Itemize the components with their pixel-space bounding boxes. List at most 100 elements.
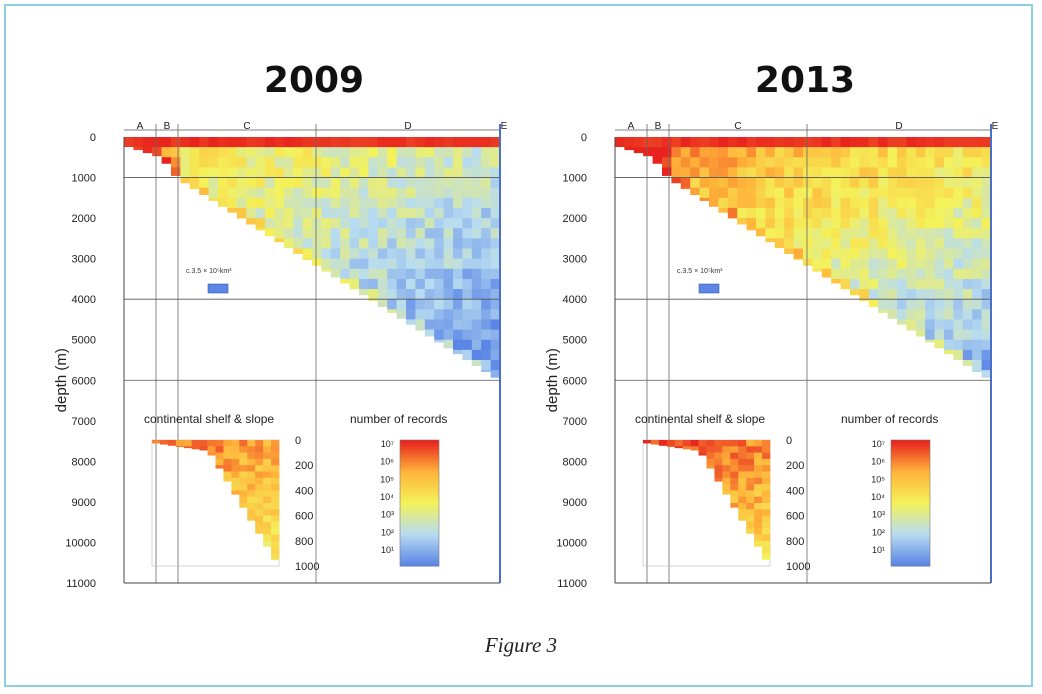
heatmap-cell [481, 187, 491, 199]
heatmap-cell [349, 248, 360, 260]
heatmap-cell [490, 370, 501, 378]
heatmap-cell [330, 197, 341, 209]
inset-cell [746, 490, 755, 497]
heatmap-cell [302, 238, 313, 249]
y-tick-label: 9000 [563, 497, 587, 509]
heatmap-cell [925, 157, 935, 168]
y-tick-label: 11000 [557, 578, 587, 590]
heatmap-cell [972, 360, 982, 371]
heatmap-cell [774, 167, 785, 178]
colorbar-tick-label: 10⁶ [871, 457, 885, 467]
inset-cell [191, 440, 200, 447]
heatmap-cell [415, 167, 426, 178]
inset-cell [255, 521, 264, 529]
heatmap-cell [981, 187, 992, 199]
colorbar-step [400, 547, 439, 550]
heatmap-cell [481, 137, 491, 148]
heatmap-cell [453, 238, 463, 249]
inset-cell [199, 440, 208, 447]
heatmap-cell [481, 248, 491, 260]
heatmap-cell [387, 197, 397, 209]
colorbar-step [891, 521, 930, 525]
heatmap-cell [925, 278, 935, 290]
heatmap-cell [944, 258, 954, 270]
heatmap-cell [793, 167, 804, 178]
heatmap-cell [774, 218, 785, 229]
heatmap-cell [415, 299, 426, 310]
heatmap-cell [490, 309, 501, 320]
heatmap-cell [944, 218, 954, 229]
colorbar-step [891, 507, 930, 510]
inset-cell [247, 484, 256, 491]
colorbar-step [400, 538, 439, 542]
heatmap-cell [246, 167, 256, 178]
inset-cell [247, 465, 256, 472]
y-tick-label: 3000 [563, 254, 587, 266]
heatmap-cell [925, 147, 935, 158]
y-tick-label: 4000 [563, 294, 587, 306]
inset-cell [658, 440, 668, 446]
heatmap-cell [387, 218, 397, 229]
heatmap-cell [962, 197, 973, 209]
inset-cell [730, 503, 739, 508]
inset-cell [754, 458, 763, 466]
heatmap-cell [803, 187, 813, 199]
colorbar-step [891, 467, 930, 470]
inset-y-tick-label: 800 [295, 536, 313, 548]
heatmap-cell [906, 278, 917, 290]
heatmap-cell [821, 268, 832, 278]
heatmap-cell [727, 197, 738, 209]
heatmap-cell [293, 137, 303, 148]
heatmap-cell [690, 177, 700, 189]
heatmap-cell [953, 238, 964, 249]
inset-cell [175, 446, 185, 447]
heatmap-cell [756, 228, 766, 237]
heatmap-cell [972, 289, 982, 300]
heatmap-cell [803, 207, 813, 219]
colorbar-step [891, 509, 930, 512]
heatmap-cell [812, 207, 823, 219]
heatmap-cell [897, 187, 907, 199]
heatmap-cell [453, 278, 463, 290]
heatmap-cell [962, 177, 973, 189]
colorbar-step [400, 542, 439, 546]
inset-cell [762, 509, 771, 516]
heatmap-cell [415, 309, 426, 320]
heatmap-cell [396, 187, 407, 199]
heatmap-cell [321, 218, 332, 229]
heatmap-cell [859, 258, 870, 270]
heatmap-cell [690, 187, 700, 196]
heatmap-cell [737, 207, 747, 219]
heatmap-cell [265, 137, 275, 148]
heatmap-cell [981, 147, 992, 158]
heatmap-cell [283, 157, 294, 168]
heatmap-cell [934, 278, 945, 290]
heatmap-cell [434, 329, 444, 341]
inset-cell [271, 515, 280, 523]
heatmap-cell [784, 228, 794, 239]
heatmap-cell [274, 167, 285, 178]
heatmap-cell [377, 289, 388, 300]
heatmap-cell [887, 157, 898, 168]
heatmap-cell [321, 177, 332, 189]
heatmap-cell [897, 299, 907, 310]
y-tick-label: 2000 [563, 213, 587, 225]
heatmap-cell [887, 228, 898, 239]
colorbar-step [891, 517, 930, 521]
colorbar-step [891, 469, 930, 472]
heatmap-cell [859, 268, 870, 280]
heatmap-cell [915, 309, 926, 320]
heatmap-cell [359, 258, 369, 270]
heatmap-cell [434, 339, 444, 343]
inset-cell [215, 465, 224, 469]
heatmap-cell [227, 157, 238, 168]
inset-y-tick-label: 600 [786, 511, 804, 523]
heatmap-cell [878, 278, 888, 290]
heatmap-cell [840, 238, 851, 249]
inset-cell [271, 534, 280, 542]
heatmap-cell [944, 278, 954, 290]
colorbar-gradient [891, 440, 930, 567]
inset-cell [754, 540, 763, 547]
heatmap-cell [142, 137, 153, 148]
